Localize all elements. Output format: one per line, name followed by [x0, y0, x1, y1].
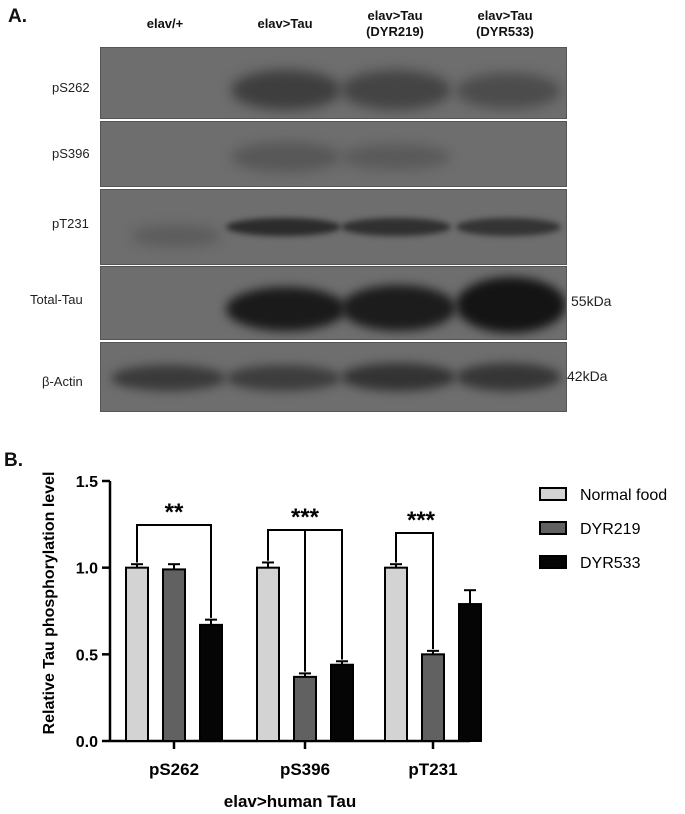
x-tick-label: pS396: [280, 760, 330, 779]
row-label-ps396: pS396: [52, 146, 90, 161]
panel-a-letter: A.: [8, 6, 27, 27]
blot-strip-actin: [100, 342, 567, 412]
lane-label-text: elav>Tau (DYR219): [366, 8, 424, 39]
lane-label-text: elav>Tau (DYR533): [476, 8, 534, 39]
blot-strip-ps396: [100, 121, 567, 187]
legend-swatch: [539, 555, 567, 569]
significance-marker: ***: [407, 507, 436, 534]
significance-bracket: [136, 524, 212, 618]
bar: [125, 566, 149, 742]
legend-swatch: [539, 521, 567, 535]
y-tick-label: 0.0: [76, 734, 98, 751]
bar: [421, 653, 445, 742]
lane-label-tau: elav>Tau: [240, 16, 330, 32]
significance-marker: ***: [291, 504, 320, 531]
bar: [162, 568, 186, 742]
blot-band: [226, 218, 341, 236]
row-label-ps262: pS262: [52, 80, 90, 95]
row-label-total-tau: Total-Tau: [30, 292, 83, 307]
lane-label-control: elav/+: [130, 16, 200, 32]
blot-band: [456, 277, 566, 333]
y-tick-label: 1.5: [76, 474, 98, 491]
blot-band: [341, 144, 451, 170]
bar: [330, 663, 354, 743]
legend-label: DYR219: [580, 521, 641, 538]
row-label-actin: β-Actin: [42, 374, 83, 389]
y-tick-label: 1.0: [76, 561, 98, 578]
blot-band: [341, 218, 451, 236]
blot-band: [456, 363, 561, 391]
x-tick-label: pS262: [149, 760, 199, 779]
significance-marker: **: [165, 499, 184, 526]
lane-label-text: elav>Tau: [257, 16, 313, 31]
legend-label: Normal food: [580, 487, 667, 504]
bar: [199, 623, 223, 742]
mw-marker-55kda: 55kDa: [571, 293, 612, 309]
panel-b-letter: B.: [4, 450, 23, 471]
blot-band: [131, 225, 221, 247]
legend-swatch: [539, 487, 567, 501]
lane-label-dyr219: elav>Tau (DYR219): [350, 8, 440, 40]
x-tick-label: pT231: [408, 760, 457, 779]
blot-band: [456, 218, 561, 236]
blot-strip-pt231: [100, 189, 567, 265]
blot-band: [341, 70, 451, 110]
bar: [458, 603, 482, 742]
blot-band: [231, 70, 341, 110]
bar: [293, 675, 317, 742]
bar: [256, 566, 280, 742]
lane-label-dyr533: elav>Tau (DYR533): [460, 8, 550, 40]
bar: [384, 566, 408, 742]
blot-band: [341, 285, 456, 331]
bar-chart: 0.0 0.5 1.0 1.5 Relative Tau phosphorylation…: [41, 472, 667, 811]
lane-label-text: elav/+: [146, 16, 184, 31]
blot-band: [456, 73, 561, 109]
blot-band: [226, 365, 341, 391]
row-label-pt231: pT231: [52, 216, 89, 231]
y-axis-label: Relative Tau phosphorylation level: [41, 472, 58, 735]
legend-label: DYR533: [580, 555, 641, 572]
blot-band: [111, 365, 226, 391]
blot-strip-ps262: [100, 47, 567, 119]
blot-band: [226, 287, 346, 331]
significance-bracket: [395, 532, 434, 650]
y-tick-label: 0.5: [76, 647, 98, 664]
blot-band: [231, 142, 341, 172]
x-axis-label: elav>human Tau: [224, 792, 356, 811]
blot-strip-total-tau: [100, 266, 567, 340]
mw-marker-42kda: 42kDa: [567, 368, 608, 384]
blot-band: [341, 363, 456, 391]
